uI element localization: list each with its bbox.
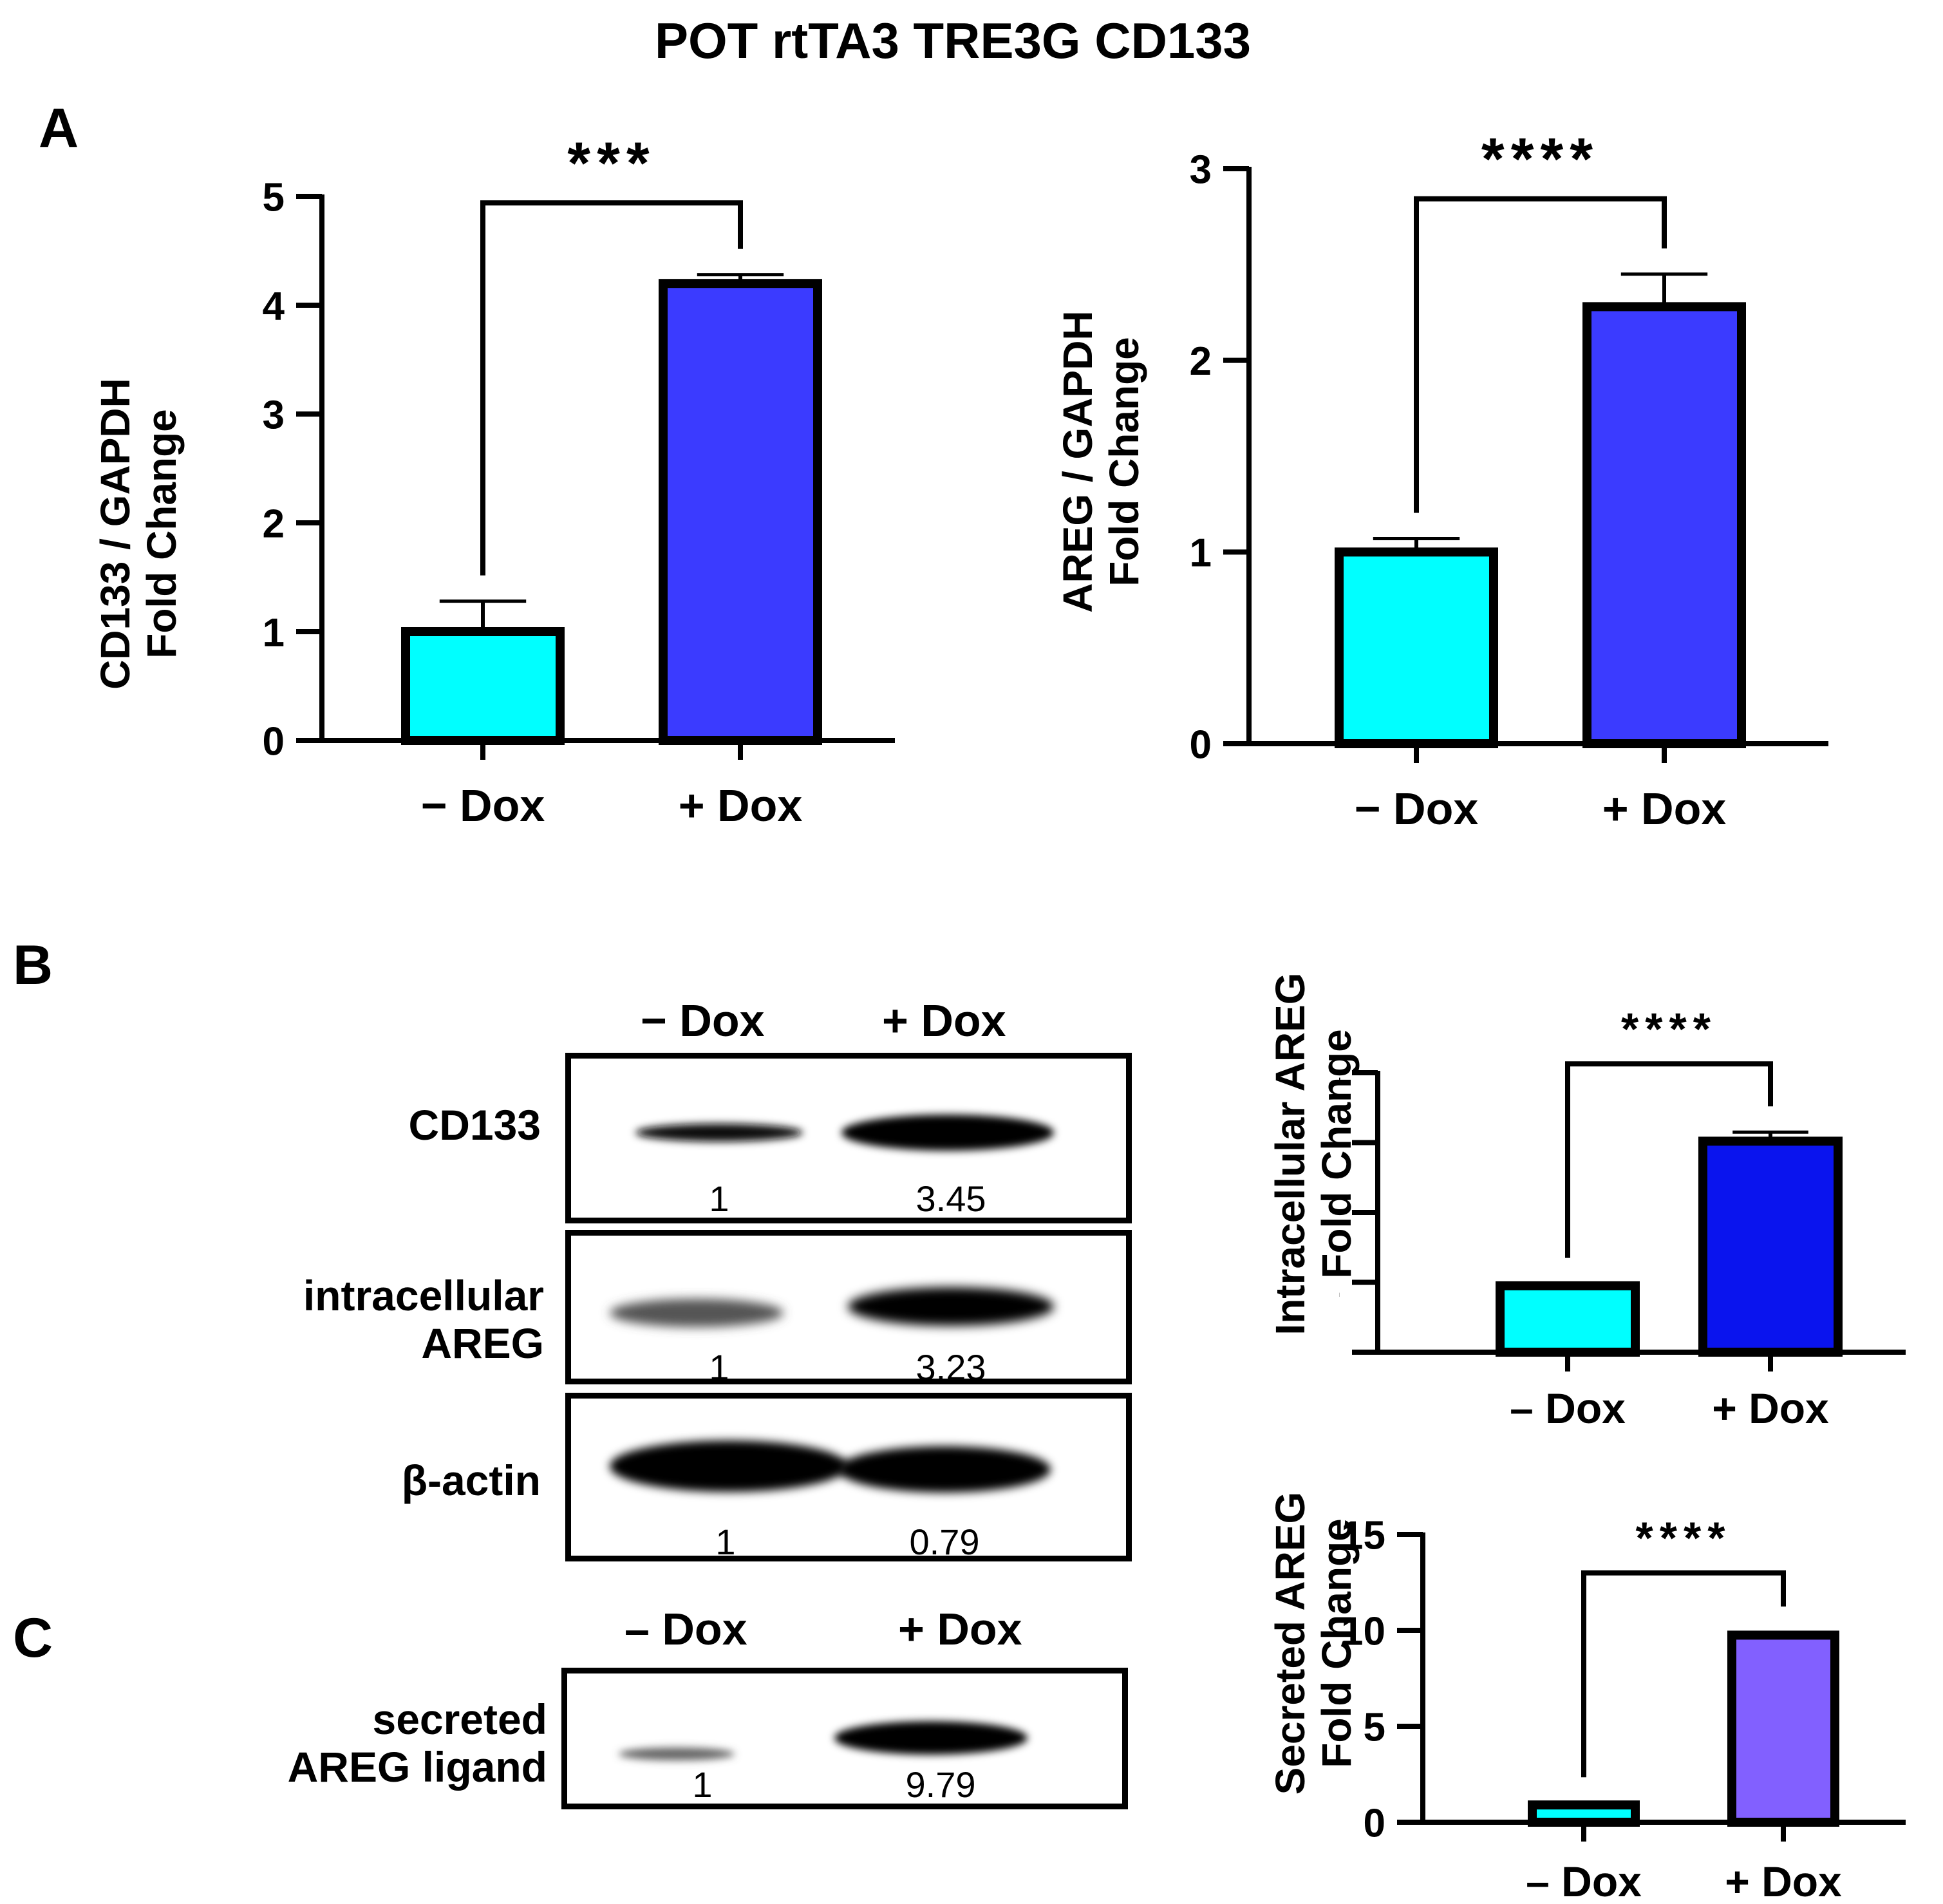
y-tick-label: 0: [263, 719, 285, 764]
x-category-label: − Dox: [421, 780, 545, 831]
bar-minus-dox: [1528, 1800, 1640, 1827]
y-tick-label: 1: [1190, 531, 1212, 576]
significance-bracket: [1414, 196, 1667, 513]
blot-c-header-plus-dox: + Dox: [898, 1604, 1022, 1654]
quant-actin-plus: 0.79: [909, 1522, 980, 1561]
blot-label-secreted-areg: secreted AREG ligand: [287, 1695, 547, 1791]
quant-secreted-plus: 9.79: [905, 1764, 976, 1805]
blot-c-header-minus-dox: – Dox: [624, 1604, 747, 1654]
y-tick-label: 0: [1190, 722, 1212, 767]
quant-areg-minus: 1: [709, 1347, 729, 1384]
blot-label-intracellular-areg: intracellular AREG: [303, 1272, 544, 1367]
chart1-ylabel: CD133 / GAPDH Fold Change: [92, 378, 185, 690]
y-tick-label: 5: [1364, 1705, 1385, 1749]
quant-secreted-minus: 1: [692, 1764, 713, 1805]
y-tick-label: 0: [1339, 1331, 1340, 1375]
chart-areg-mrna: 0 1 2 3 − Dox + Dox ****: [1190, 127, 1828, 834]
blot-b-beta-actin: 1 0.79: [565, 1393, 1132, 1561]
y-tick-label: 1: [263, 610, 285, 655]
quant-cd133-plus: 3.45: [915, 1178, 986, 1219]
chart-4: 0 5 10 15 – Dox + Dox ****: [1341, 1513, 1906, 1904]
chart-secreted-areg: 0 5 10 15 – Dox + Dox ****: [1341, 1513, 1906, 1904]
bar-plus-dox: [1582, 302, 1746, 748]
blot-b-header-minus-dox: − Dox: [641, 995, 765, 1046]
x-category-label: + Dox: [1712, 1384, 1829, 1432]
x-category-label: – Dox: [1510, 1384, 1626, 1432]
band-areg-plus: [848, 1287, 1054, 1326]
bar-minus-dox: [401, 627, 565, 745]
y-tick-label: 3: [1339, 1122, 1340, 1166]
panel-letter-b: B: [13, 934, 53, 996]
chart-intracellular-areg: 0 1 2 3 4 – Dox + Dox ****: [1339, 1004, 1906, 1432]
significance-stars: ****: [1621, 1004, 1717, 1054]
x-category-label: + Dox: [679, 780, 803, 831]
y-tick-label: 3: [263, 393, 285, 437]
quant-areg-plus: 3.23: [915, 1347, 986, 1384]
y-tick-label: 2: [1339, 1191, 1340, 1236]
significance-stars: ****: [1481, 127, 1599, 193]
significance-stars: ***: [567, 131, 655, 196]
bar-minus-dox: [1496, 1281, 1640, 1357]
band-cd133-plus: [841, 1115, 1054, 1151]
panel-letter-a: A: [39, 97, 79, 159]
band-secreted-minus: [619, 1748, 735, 1760]
blot-label-beta-actin: β-actin: [401, 1456, 541, 1504]
quant-cd133-minus: 1: [709, 1178, 729, 1219]
chart-1: 0 1 2 3 4 5 − Dox + Dox ***: [263, 131, 895, 831]
bar-plus-dox: [1698, 1136, 1843, 1357]
quant-actin-minus: 1: [715, 1522, 736, 1561]
significance-stars: ****: [1636, 1513, 1732, 1563]
blot-b-intracellular-areg: 1 3.23: [565, 1230, 1132, 1384]
y-tick-label: 3: [1190, 147, 1212, 192]
y-tick-label: 2: [1190, 339, 1212, 384]
chart-2: 0 1 2 3 − Dox + Dox ****: [1190, 127, 1828, 834]
panel-letter-c: C: [13, 1607, 53, 1669]
y-tick-label: 0: [1364, 1801, 1385, 1845]
blot-b-header-plus-dox: + Dox: [882, 995, 1006, 1046]
figure-title: POT rtTA3 TRE3G CD133: [654, 12, 1252, 69]
blot-b-cd133: 1 3.45: [565, 1053, 1132, 1223]
y-tick-label: 4: [263, 284, 285, 328]
significance-bracket: [1581, 1570, 1786, 1778]
y-tick-label: 4: [1339, 1051, 1341, 1096]
bar-plus-dox: [659, 279, 822, 745]
y-tick-label: 15: [1341, 1513, 1385, 1558]
y-tick-label: 2: [263, 502, 285, 546]
significance-bracket: [480, 200, 743, 576]
x-category-label: + Dox: [1602, 784, 1727, 834]
y-tick-label: 10: [1341, 1609, 1385, 1654]
y-tick-label: 1: [1339, 1261, 1340, 1306]
y-tick-label: 5: [263, 175, 285, 220]
band-actin-plus: [838, 1446, 1051, 1493]
band-cd133-minus: [635, 1124, 803, 1142]
x-category-label: – Dox: [1526, 1858, 1642, 1904]
band-secreted-plus: [834, 1721, 1028, 1755]
bar-plus-dox: [1727, 1630, 1839, 1827]
bar-minus-dox: [1335, 547, 1498, 748]
x-category-label: − Dox: [1355, 784, 1479, 834]
blot-label-cd133: CD133: [408, 1101, 541, 1149]
chart-3: 0 1 2 3 4 – Dox + Dox ****: [1339, 1004, 1906, 1432]
chart-cd133-mrna: 0 1 2 3 4 5 − Dox + Dox ***: [263, 131, 895, 831]
significance-bracket: [1565, 1061, 1773, 1258]
band-actin-minus: [610, 1440, 848, 1492]
band-areg-minus: [610, 1299, 784, 1327]
blot-c-secreted-areg: 1 9.79: [561, 1668, 1128, 1809]
x-category-label: + Dox: [1725, 1858, 1842, 1904]
